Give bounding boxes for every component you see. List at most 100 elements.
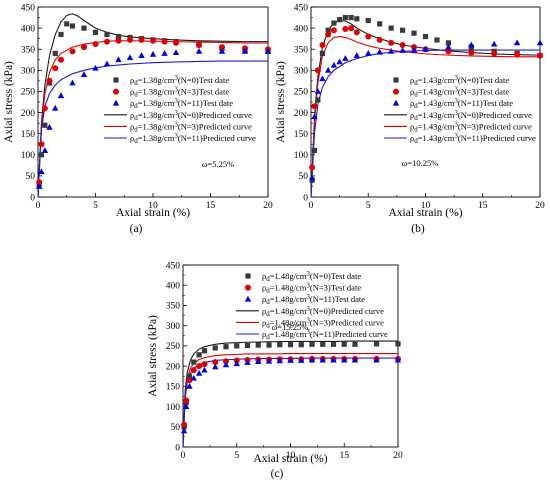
x-axis-label: Axial strain (%) xyxy=(253,453,327,465)
legend-marker xyxy=(245,273,251,279)
y-tick-label: 350 xyxy=(294,46,309,56)
data-point xyxy=(319,42,326,48)
water-content-annotation: ω=5.25% xyxy=(202,159,234,169)
data-point xyxy=(308,356,316,363)
data-point xyxy=(399,47,406,53)
data-point xyxy=(319,356,326,363)
legend-marker xyxy=(393,88,399,95)
data-point xyxy=(46,123,53,130)
y-tick-label: 100 xyxy=(166,403,181,413)
data-point xyxy=(58,56,64,63)
legend-marker xyxy=(244,295,252,302)
data-point xyxy=(365,33,372,40)
y-tick-label: 300 xyxy=(294,67,309,77)
data-point xyxy=(244,342,251,349)
data-point xyxy=(410,46,418,53)
y-tick-label: 300 xyxy=(21,67,36,77)
y-tick-label: 200 xyxy=(294,109,309,119)
x-tick-label: 15 xyxy=(206,201,216,211)
y-tick-label: 50 xyxy=(299,172,309,182)
data-point xyxy=(336,58,343,65)
data-point xyxy=(337,17,343,23)
legend-label: ρd=1.48g/cm3(N=11)Predicted curve xyxy=(262,328,388,341)
data-point xyxy=(330,341,337,347)
y-tick-label: 200 xyxy=(21,109,36,119)
data-point xyxy=(161,38,168,45)
data-point xyxy=(218,47,226,54)
y-tick-label: 400 xyxy=(294,24,309,34)
y-tick-label: 200 xyxy=(166,362,181,372)
data-point xyxy=(127,36,133,43)
data-point xyxy=(115,56,122,63)
data-point xyxy=(315,97,321,103)
data-point xyxy=(52,50,58,57)
data-point xyxy=(445,43,452,50)
x-tick-label: 10 xyxy=(421,201,431,211)
data-point xyxy=(468,41,475,48)
data-point xyxy=(309,164,316,171)
data-point xyxy=(514,51,521,58)
data-point xyxy=(161,50,168,56)
y-tick-label: 150 xyxy=(21,130,36,140)
data-point xyxy=(348,14,354,21)
y-tick-label: 250 xyxy=(166,342,181,352)
data-point xyxy=(196,42,202,48)
chart-panel-1: 0 5 10 15 20050100150200250300350400450Axial… xyxy=(275,3,545,235)
legend-label: ρd=1.43g/cm3(N=3)Predicted curve xyxy=(410,120,532,133)
data-point xyxy=(64,21,70,27)
data-point xyxy=(353,29,360,36)
x-tick-label: 5 xyxy=(234,451,239,461)
y-tick-label: 0 xyxy=(30,193,35,203)
data-point xyxy=(314,88,322,94)
legend-label: ρd=1.48g/cm3(N=11)Test date xyxy=(262,293,365,306)
data-point xyxy=(330,27,337,34)
chart-panel-0: 0 5 10 15 20050100150200250300350400450Axial… xyxy=(3,3,273,235)
legend-label: ρd=1.48g/cm3(N=0)Predicted curve xyxy=(262,305,384,318)
x-tick-label: 5 xyxy=(366,201,371,211)
x-axis-label: Axial strain (%) xyxy=(388,207,462,219)
legend-label: ρd=1.38g/cm3(N=11)Predicted curve xyxy=(130,132,256,145)
data-point xyxy=(351,356,359,363)
data-point xyxy=(69,79,76,86)
data-point xyxy=(445,40,451,46)
data-point xyxy=(388,39,395,46)
data-point xyxy=(298,342,304,348)
data-point xyxy=(394,356,402,363)
data-point xyxy=(411,30,417,36)
legend-label: ρd=1.38g/cm3(N=3)Test date xyxy=(130,86,229,99)
legend-label: ρd=1.48g/cm3(N=3)Test date xyxy=(262,282,361,295)
y-tick-label: 100 xyxy=(21,151,36,161)
panel-caption: (a) xyxy=(130,223,143,235)
x-axis-label: Axial strain (%) xyxy=(116,207,190,219)
data-point xyxy=(186,377,193,384)
x-tick-label: 20 xyxy=(393,451,403,461)
x-tick-label: 10 xyxy=(286,451,296,461)
data-point xyxy=(115,33,122,40)
y-tick-label: 450 xyxy=(166,261,181,271)
data-point xyxy=(92,64,99,71)
data-point xyxy=(400,27,406,33)
data-point xyxy=(196,352,202,358)
data-point xyxy=(126,54,134,61)
legend-label: ρd=1.38g/cm3(N=11)Test date xyxy=(130,97,233,110)
data-point xyxy=(376,36,383,43)
x-tick-label: 20 xyxy=(263,201,273,211)
y-tick-label: 450 xyxy=(21,3,36,13)
y-tick-label: 0 xyxy=(303,193,308,203)
data-point xyxy=(223,344,229,350)
data-point xyxy=(395,341,401,347)
data-point xyxy=(138,52,145,58)
data-point xyxy=(266,342,272,348)
data-point xyxy=(173,39,179,46)
data-point xyxy=(219,44,225,51)
data-point xyxy=(387,47,395,54)
data-point xyxy=(373,341,380,347)
data-point xyxy=(311,113,318,120)
y-tick-label: 50 xyxy=(26,172,36,182)
y-axis-label: Axial stress (kPa) xyxy=(3,61,15,143)
x-tick-label: 5 xyxy=(93,201,98,211)
data-point xyxy=(342,14,348,21)
data-point xyxy=(41,105,48,112)
y-tick-label: 400 xyxy=(21,24,36,34)
legend-label: ρd=1.43g/cm3(N=0)Predicted curve xyxy=(410,109,532,122)
